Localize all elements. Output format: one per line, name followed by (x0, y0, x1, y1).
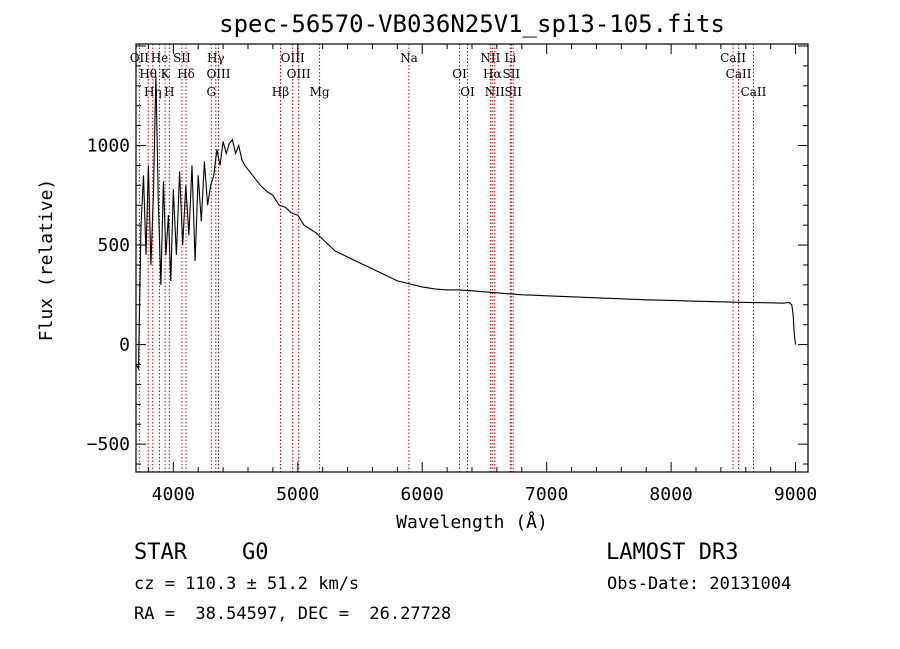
observation-date: Obs-Date: 20131004 (607, 574, 792, 594)
emission-line-label: Hθ (139, 67, 157, 81)
sky-coordinates: RA = 38.54597, DEC = 26.27728 (134, 604, 452, 624)
emission-line-label: CaⅠⅠ (720, 51, 746, 65)
emission-line-label: H (164, 85, 174, 99)
y-tick-label: 0 (119, 335, 130, 356)
emission-line-label: Hβ (272, 85, 289, 99)
emission-line-label: OⅠ (452, 67, 467, 81)
emission-line-label: NⅠⅠ (485, 85, 505, 99)
chart-title: spec-56570-VB036N25V1_sp13-105.fits (219, 10, 725, 38)
emission-line-label: OⅠⅠⅠ (287, 67, 311, 81)
x-tick-label: 6000 (401, 484, 444, 505)
emission-line-label: OⅠⅠ (130, 51, 150, 65)
plot-frame (135, 43, 809, 473)
survey-name: LAMOST DR3 (606, 540, 739, 565)
redshift-velocity: cz = 110.3 ± 51.2 km/s (134, 574, 360, 594)
emission-line-label: Hα (483, 67, 502, 81)
y-tick-label: 500 (97, 235, 130, 256)
emission-line-label: SⅠⅠ (173, 51, 191, 65)
emission-line-label: He (151, 51, 169, 65)
emission-line-label: SⅠⅠ (504, 85, 522, 99)
y-axis-label: Flux (relative) (36, 179, 57, 342)
x-tick-label: 5000 (276, 484, 319, 505)
emission-line-label: Hδ (177, 67, 195, 81)
emission-line-label: OⅠ (460, 85, 475, 99)
emission-line-label: Na (400, 51, 418, 65)
emission-line-label: NⅠⅠ (480, 51, 500, 65)
emission-line-label: Mg (310, 85, 330, 99)
x-tick-label: 7000 (525, 484, 568, 505)
spectrum-line (135, 75, 797, 371)
y-tick-label: −500 (87, 434, 130, 455)
emission-line-label: Hγ (207, 51, 225, 65)
object-class: STAR (134, 540, 187, 565)
emission-line-label: G (206, 85, 216, 99)
emission-line-label: SⅠⅠ (502, 67, 520, 81)
emission-line-label: OⅠⅠⅠ (206, 67, 230, 81)
y-tick-label: 1000 (87, 136, 130, 157)
emission-line-label: Li (504, 51, 516, 65)
emission-line-label: CaⅠⅠ (741, 85, 767, 99)
x-tick-label: 8000 (649, 484, 692, 505)
emission-line-label: OⅠⅠⅠ (281, 51, 305, 65)
x-axis-label: Wavelength (Å) (396, 511, 548, 533)
emission-line-label: CaⅠⅠ (726, 67, 752, 81)
x-tick-label: 4000 (152, 484, 195, 505)
emission-line-label: K (161, 67, 171, 81)
object-subclass: G0 (242, 540, 269, 565)
emission-line-label: Hη (144, 85, 162, 99)
x-tick-label: 9000 (774, 484, 817, 505)
